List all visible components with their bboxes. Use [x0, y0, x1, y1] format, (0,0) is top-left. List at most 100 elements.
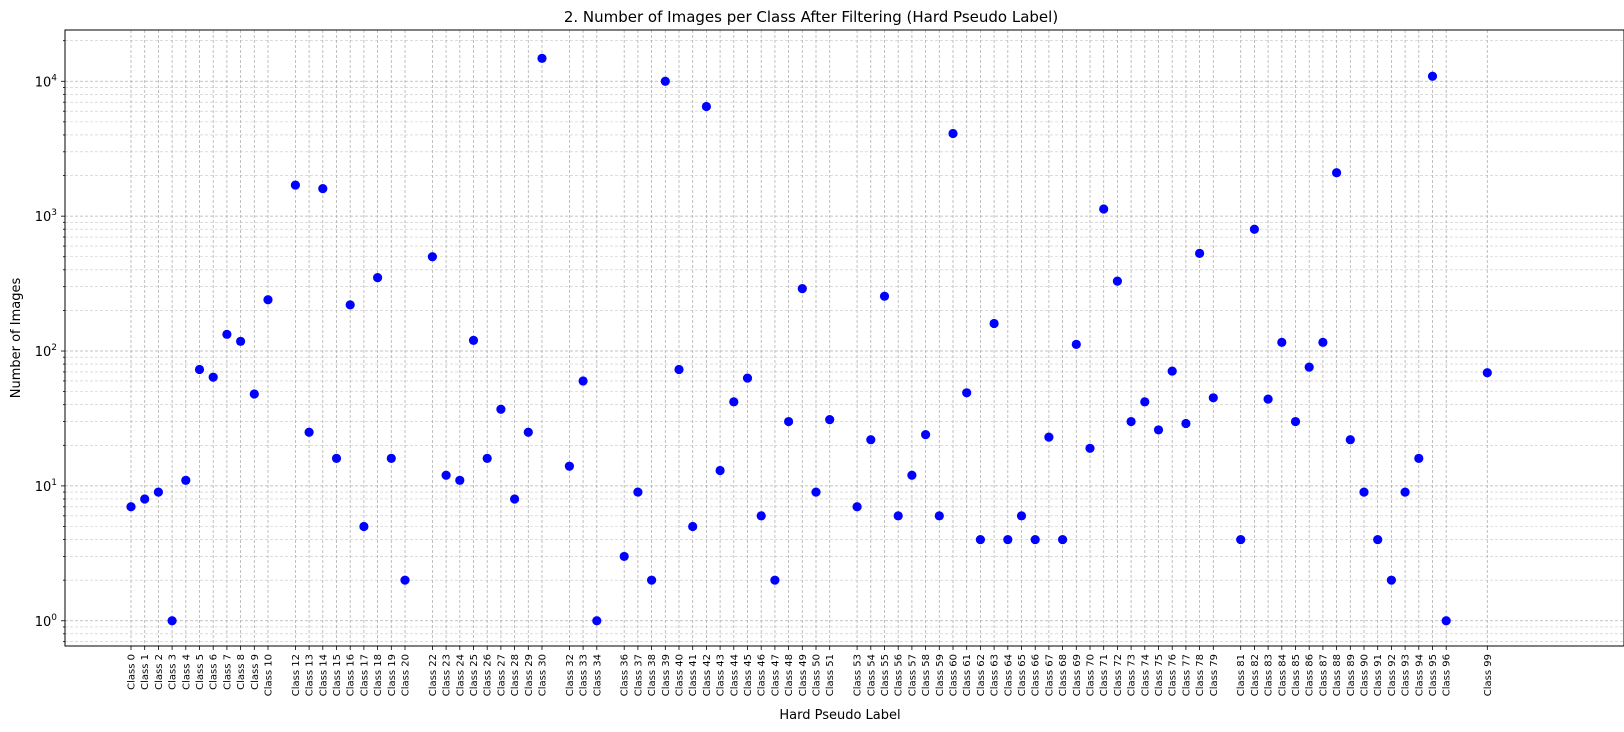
x-tick-label: Class 43 [716, 654, 727, 696]
x-tick-label: Class 84 [1277, 654, 1288, 696]
data-point [578, 376, 588, 386]
x-tick-label: Class 2 [154, 654, 165, 690]
data-point [619, 551, 629, 562]
data-point [194, 364, 205, 375]
x-tick-label: Class 86 [1305, 654, 1316, 696]
data-point [1318, 337, 1328, 347]
data-point [1332, 168, 1342, 178]
data-point [879, 291, 890, 301]
x-tick-label: Class 63 [990, 654, 1001, 696]
x-tick-label: Class 61 [962, 654, 973, 696]
data-point [373, 273, 383, 283]
x-tick-label: Class 25 [469, 654, 480, 696]
x-tick-label: Class 91 [1373, 654, 1384, 696]
x-tick-label: Class 66 [1031, 654, 1042, 696]
data-point [797, 284, 807, 294]
x-tick-label: Class 16 [346, 654, 357, 696]
x-tick-label: Class 18 [373, 654, 384, 696]
x-tick-label: Class 26 [483, 654, 494, 696]
x-tick-label: Class 82 [1250, 654, 1261, 696]
x-axis-ticks: Class 0 Class 1 Class 2 Class 3 Class 4 Class… [127, 646, 1494, 696]
x-tick-label: Class 76 [1168, 654, 1179, 696]
data-point [263, 295, 273, 305]
data-point [1126, 416, 1136, 427]
data-point [1030, 534, 1040, 545]
data-point [948, 128, 958, 139]
x-tick-label: Class 39 [661, 654, 672, 696]
data-point [729, 397, 739, 407]
data-point [975, 534, 986, 545]
x-tick-label: Class 51 [825, 654, 836, 696]
x-tick-label: Class 75 [1154, 654, 1165, 696]
data-point [1016, 511, 1027, 521]
x-tick-label: Class 4 [181, 654, 192, 690]
data-point [400, 575, 410, 585]
x-tick-label: Class 22 [428, 654, 439, 696]
x-tick-label: Class 12 [291, 654, 302, 696]
x-tick-label: Class 81 [1236, 654, 1247, 696]
x-tick-label: Class 99 [1483, 654, 1494, 696]
data-point [331, 453, 342, 463]
data-point [482, 453, 492, 463]
x-tick-label: Class 19 [387, 654, 398, 696]
data-point [1140, 397, 1150, 407]
data-point [962, 388, 972, 398]
data-point [1181, 418, 1191, 429]
x-tick-label: Class 30 [538, 654, 549, 696]
x-tick-label: Class 29 [524, 654, 535, 696]
x-tick-label: Class 10 [264, 654, 275, 696]
data-point [633, 487, 643, 497]
data-point [715, 465, 725, 476]
data-point [1099, 204, 1109, 214]
y-tick-label: 104 [35, 73, 58, 90]
x-tick-label: Class 3 [168, 654, 179, 690]
data-point [167, 616, 177, 626]
x-tick-label: Class 57 [907, 654, 918, 696]
data-point [564, 461, 575, 471]
data-point [1208, 393, 1218, 403]
y-tick-label: 100 [35, 613, 58, 630]
data-point [1071, 339, 1081, 349]
x-tick-label: Class 85 [1291, 654, 1302, 696]
data-point [496, 404, 506, 414]
x-tick-label: Class 45 [743, 654, 754, 696]
x-tick-label: Class 42 [702, 654, 713, 696]
data-point [825, 415, 835, 425]
data-point [359, 521, 369, 532]
data-point [1263, 394, 1273, 404]
data-point [509, 494, 520, 504]
x-tick-label: Class 89 [1346, 654, 1357, 696]
data-point [742, 373, 753, 383]
data-point [701, 101, 712, 112]
x-tick-label: Class 47 [770, 654, 781, 696]
data-point [181, 475, 191, 485]
y-axis-ticks: 100 101 102 103 104 [35, 40, 65, 643]
x-tick-label: Class 6 [209, 654, 220, 690]
x-tick-label: Class 83 [1264, 654, 1275, 696]
data-point [1386, 575, 1396, 585]
x-tick-label: Class 70 [1086, 654, 1097, 696]
x-tick-label: Class 40 [675, 654, 686, 696]
data-point [1414, 453, 1424, 463]
data-point [893, 511, 903, 521]
x-tick-label: Class 38 [647, 654, 658, 696]
data-point [852, 502, 862, 512]
y-tick-label: 102 [35, 343, 57, 360]
data-point [249, 389, 259, 399]
x-tick-label: Class 93 [1401, 654, 1412, 696]
data-point [921, 430, 931, 440]
data-point [756, 511, 766, 521]
x-tick-label: Class 88 [1332, 654, 1343, 696]
x-tick-label: Class 71 [1099, 654, 1110, 696]
grid-lines [65, 30, 1624, 646]
x-tick-label: Class 7 [222, 654, 233, 690]
data-point [647, 575, 657, 585]
data-point [1058, 534, 1068, 545]
data-point [1153, 425, 1164, 435]
chart-title: 2. Number of Images per Class After Filt… [564, 8, 1058, 26]
x-tick-label: Class 95 [1428, 654, 1439, 696]
x-tick-label: Class 41 [688, 654, 699, 696]
data-point [688, 521, 698, 532]
x-tick-label: Class 15 [332, 654, 343, 696]
